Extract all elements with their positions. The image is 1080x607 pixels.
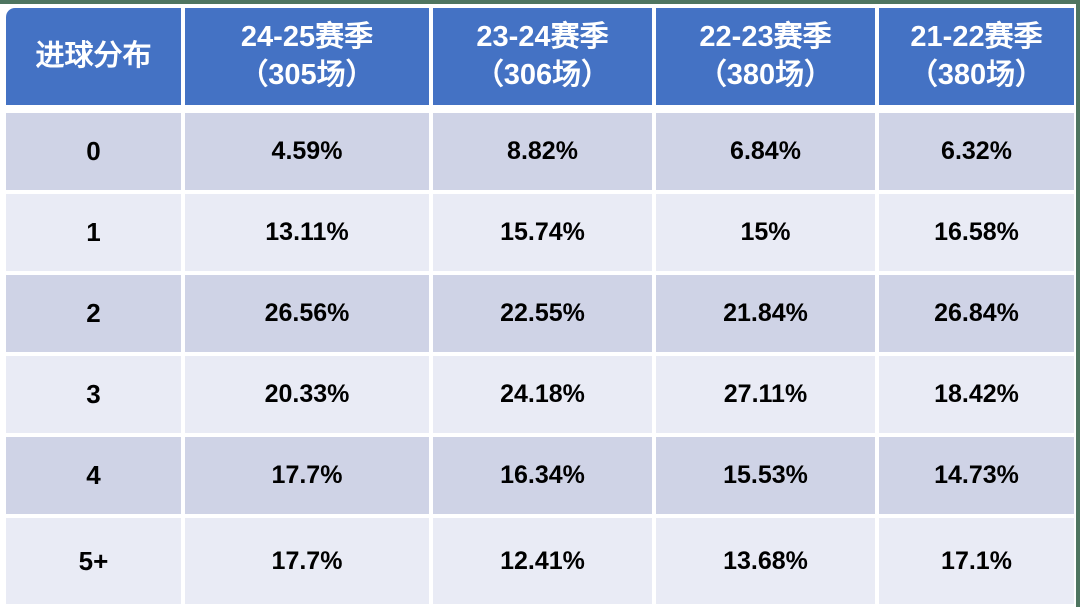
data-cell: 24.18%: [433, 356, 652, 433]
data-cell: 15.53%: [656, 437, 875, 514]
data-cell: 4.59%: [185, 113, 429, 190]
header-season-23-24: 23-24赛季 （306场）: [433, 8, 652, 109]
row-label-2: 2: [6, 275, 181, 352]
header-goal-distribution: 进球分布: [6, 8, 181, 109]
header-label: 进球分布: [35, 39, 152, 72]
data-cell: 14.73%: [879, 437, 1074, 514]
data-cell: 27.11%: [656, 356, 875, 433]
data-cell: 22.55%: [433, 275, 652, 352]
data-cell: 26.56%: [185, 275, 429, 352]
data-cell: 17.1%: [879, 518, 1074, 604]
data-cell: 16.34%: [433, 437, 652, 514]
data-cell: 17.7%: [185, 437, 429, 514]
data-cell: 16.58%: [879, 194, 1074, 271]
data-cell: 17.7%: [185, 518, 429, 604]
season-match-count: （380场）: [697, 58, 834, 91]
data-cell: 13.11%: [185, 194, 429, 271]
data-cell: 26.84%: [879, 275, 1074, 352]
data-cell: 8.82%: [433, 113, 652, 190]
data-cell: 21.84%: [656, 275, 875, 352]
season-name: 21-22赛季: [910, 21, 1043, 54]
top-edge-strip: [0, 0, 1080, 4]
row-label-4: 4: [6, 437, 181, 514]
data-cell: 15.74%: [433, 194, 652, 271]
data-cell: 12.41%: [433, 518, 652, 604]
season-name: 23-24赛季: [476, 21, 609, 54]
season-match-count: （305场）: [239, 58, 375, 91]
data-cell: 18.42%: [879, 356, 1074, 433]
header-season-22-23: 22-23赛季 （380场）: [656, 8, 875, 109]
header-season-24-25: 24-25赛季 （305场）: [185, 8, 429, 109]
data-cell: 6.32%: [879, 113, 1074, 190]
season-name: 24-25赛季: [240, 21, 374, 54]
season-name: 22-23赛季: [699, 21, 832, 54]
season-match-count: （306场）: [474, 58, 611, 91]
data-cell: 20.33%: [185, 356, 429, 433]
header-season-21-22: 21-22赛季 （380场）: [879, 8, 1074, 109]
data-cell: 15%: [656, 194, 875, 271]
season-match-count: （380场）: [908, 58, 1045, 91]
row-label-3: 3: [6, 356, 181, 433]
goal-distribution-table: 进球分布 24-25赛季 （305场） 23-24赛季 （306场） 22-23…: [6, 8, 1074, 604]
row-label-1: 1: [6, 194, 181, 271]
data-cell: 13.68%: [656, 518, 875, 604]
data-cell: 6.84%: [656, 113, 875, 190]
row-label-5plus: 5+: [6, 518, 181, 604]
row-label-0: 0: [6, 113, 181, 190]
right-edge-strip: [1076, 0, 1080, 607]
